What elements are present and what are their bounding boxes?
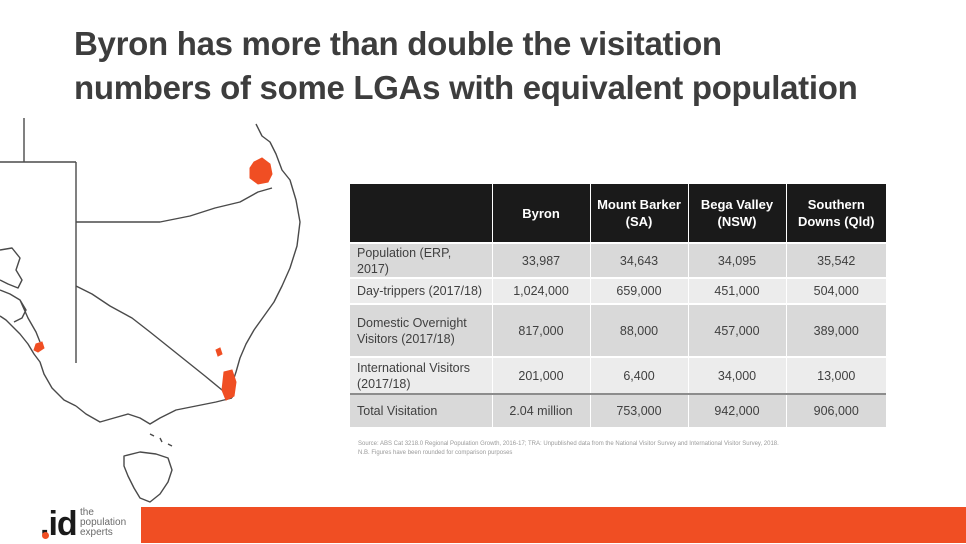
cell-value: 201,000 bbox=[492, 356, 591, 394]
tagline-line: population bbox=[80, 517, 127, 528]
table-header-row: Byron Mount Barker (SA) Bega Valley (NSW… bbox=[350, 184, 886, 243]
header-mount-barker: Mount Barker (SA) bbox=[590, 184, 689, 243]
cell-value: 13,000 bbox=[786, 356, 886, 394]
cell-value: 2.04 million bbox=[492, 393, 591, 427]
cell-value: 504,000 bbox=[786, 277, 886, 304]
lga-byron bbox=[215, 347, 223, 357]
row-label: International Visitors (2017/18) bbox=[350, 356, 493, 394]
cell-value: 88,000 bbox=[590, 303, 689, 357]
cell-value: 817,000 bbox=[492, 303, 591, 357]
header-southern-downs: Southern Downs (Qld) bbox=[786, 184, 886, 243]
lga-southern-downs bbox=[249, 157, 273, 185]
border-qld-nsw bbox=[76, 187, 273, 223]
cell-value: 34,095 bbox=[688, 242, 787, 278]
table-row: Day-trippers (2017/18) 1,024,000 659,000… bbox=[350, 277, 886, 304]
south-coast-sa bbox=[0, 315, 77, 407]
footer-accent-band bbox=[141, 507, 966, 543]
cell-value: 451,000 bbox=[688, 277, 787, 304]
cell-value: 753,000 bbox=[590, 393, 689, 427]
table-row: Population (ERP, 2017) 33,987 34,643 34,… bbox=[350, 242, 886, 278]
australia-se-map bbox=[0, 118, 301, 503]
sa-gulf bbox=[0, 289, 41, 343]
tagline-line: the bbox=[80, 507, 94, 518]
cell-value: 35,542 bbox=[786, 242, 886, 278]
table-row: Domestic Overnight Visitors (2017/18) 81… bbox=[350, 303, 886, 357]
title-line-1: Byron has more than double the visitatio… bbox=[74, 25, 722, 62]
source-line: N.B. Figures have been rounded for compa… bbox=[358, 450, 513, 456]
cell-value: 942,000 bbox=[688, 393, 787, 427]
table-row: International Visitors (2017/18) 201,000… bbox=[350, 356, 886, 394]
title-line-2: numbers of some LGAs with equivalent pop… bbox=[74, 69, 858, 106]
south-coast-vic bbox=[75, 397, 233, 425]
border-nsw-vic bbox=[75, 285, 233, 395]
cell-value: 659,000 bbox=[590, 277, 689, 304]
source-line: Source: ABS Cat 3218.0 Regional Populati… bbox=[358, 441, 779, 447]
row-label: Population (ERP, 2017) bbox=[350, 242, 493, 278]
cell-value: 1,024,000 bbox=[492, 277, 591, 304]
cell-value: 389,000 bbox=[786, 303, 886, 357]
sa-west-coast bbox=[0, 247, 23, 289]
cell-value: 457,000 bbox=[688, 303, 787, 357]
cell-value: 34,000 bbox=[688, 356, 787, 394]
cell-value: 33,987 bbox=[492, 242, 591, 278]
cell-value: 34,643 bbox=[590, 242, 689, 278]
row-label: Domestic Overnight Visitors (2017/18) bbox=[350, 303, 493, 357]
logo-tagline: the population experts bbox=[80, 508, 126, 538]
logo-dot-icon bbox=[42, 532, 49, 539]
header-bega-valley: Bega Valley (NSW) bbox=[688, 184, 787, 243]
brand-logo: .id the population experts bbox=[40, 505, 140, 543]
lga-mount-barker bbox=[33, 341, 45, 353]
tasmania bbox=[123, 451, 173, 503]
lga-bega-valley bbox=[221, 369, 237, 401]
visitation-table: Byron Mount Barker (SA) Bega Valley (NSW… bbox=[350, 184, 886, 427]
header-byron: Byron bbox=[492, 184, 591, 243]
bass-islands bbox=[149, 433, 173, 447]
cell-value: 906,000 bbox=[786, 393, 886, 427]
tagline-line: experts bbox=[80, 527, 113, 538]
header-empty bbox=[350, 184, 493, 243]
slide-title: Byron has more than double the visitatio… bbox=[74, 22, 934, 110]
table-row-total: Total Visitation 2.04 million 753,000 94… bbox=[350, 393, 886, 427]
east-coast bbox=[231, 123, 301, 398]
row-label: Total Visitation bbox=[350, 393, 493, 427]
row-label: Day-trippers (2017/18) bbox=[350, 277, 493, 304]
cell-value: 6,400 bbox=[590, 356, 689, 394]
source-note: Source: ABS Cat 3218.0 Regional Populati… bbox=[358, 440, 878, 458]
